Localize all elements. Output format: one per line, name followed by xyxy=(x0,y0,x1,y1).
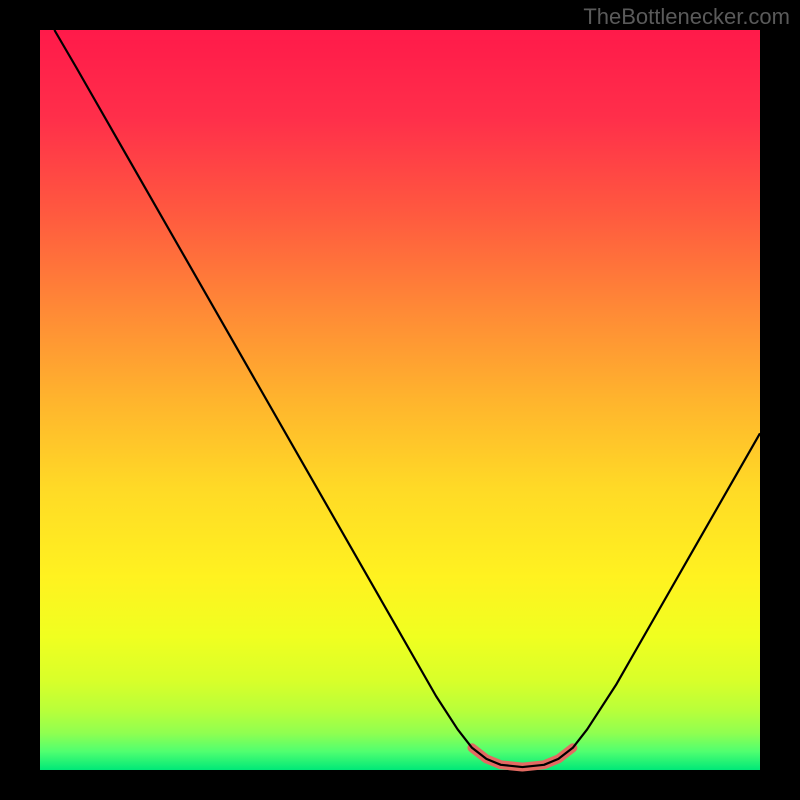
chart-container: { "watermark": { "text": "TheBottlenecke… xyxy=(0,0,800,800)
gradient-background xyxy=(40,30,760,770)
bottleneck-chart xyxy=(0,0,800,800)
watermark-text: TheBottlenecker.com xyxy=(583,4,790,30)
